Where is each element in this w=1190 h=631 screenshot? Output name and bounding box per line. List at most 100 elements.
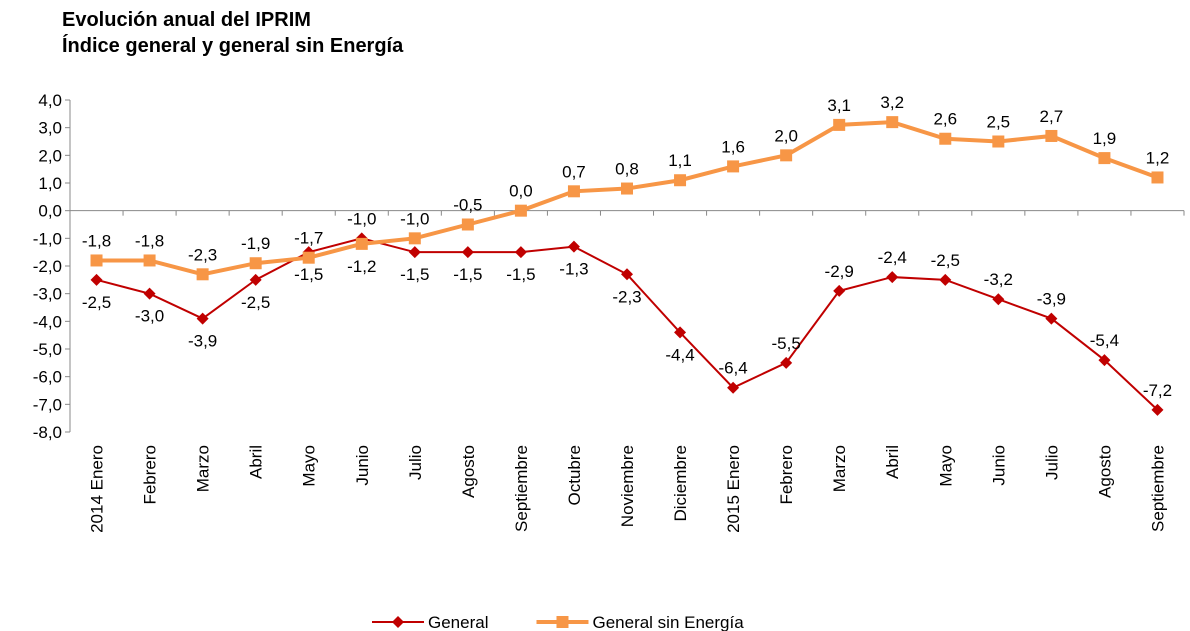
marker [833,118,846,131]
marker [143,254,156,267]
y-tick-label: -4,0 [33,312,62,331]
marker [408,246,421,259]
y-tick-label: -7,0 [33,395,62,414]
data-label: 2,6 [933,110,957,129]
data-label: 3,2 [880,93,904,112]
data-label: 0,8 [615,160,639,179]
data-label: 1,9 [1093,129,1117,148]
data-label: -2,9 [825,262,854,281]
marker [1045,129,1058,142]
x-tick-label: Abril [883,445,902,479]
data-label: -0,5 [453,196,482,215]
data-label: -1,5 [294,265,323,284]
marker [1151,403,1164,416]
data-label: 2,7 [1040,107,1064,126]
y-tick-label: 0,0 [38,202,62,221]
x-tick-label: Junio [353,445,372,486]
data-label: -1,0 [347,209,376,228]
data-label: -1,9 [241,234,270,253]
x-tick-label: Mayo [936,445,955,487]
x-tick-label: Junio [989,445,1008,486]
data-label: -1,2 [347,257,376,276]
y-tick-label: -8,0 [33,423,62,442]
marker [514,246,527,259]
marker [1098,152,1111,165]
data-label: 2,5 [987,113,1011,132]
y-tick-label: 1,0 [38,174,62,193]
data-label: 2,0 [774,126,798,145]
data-label: -1,3 [559,260,588,279]
marker [90,254,103,267]
x-tick-label: Septiembre [1148,445,1167,532]
x-tick-label: Diciembre [671,445,690,522]
marker [249,257,262,270]
data-label: 3,1 [827,96,851,115]
x-tick-label: Agosto [459,445,478,498]
data-label: -6,4 [718,359,747,378]
marker [674,174,687,187]
x-tick-label: Febrero [777,445,796,505]
marker [196,268,209,281]
data-label: -2,4 [878,248,907,267]
data-label: -4,4 [665,345,694,364]
x-tick-label: 2014 Enero [88,445,107,533]
data-label: 0,0 [509,182,533,201]
marker [674,326,687,339]
marker [567,185,580,198]
marker [408,232,421,245]
data-label: -1,5 [400,265,429,284]
chart-subtitle: Índice general y general sin Energía [62,34,404,57]
marker [727,160,740,173]
data-label: -1,0 [400,209,429,228]
marker [355,237,368,250]
y-tick-label: 3,0 [38,119,62,138]
data-label: -3,9 [188,332,217,351]
y-tick-label: -1,0 [33,229,62,248]
data-label: -2,5 [241,293,270,312]
marker [621,268,633,281]
marker [461,246,474,259]
marker [302,251,315,264]
x-tick-label: Octubre [565,445,584,505]
data-label: -2,5 [931,251,960,270]
data-label: 1,6 [721,137,745,156]
data-label: -1,8 [135,231,164,250]
chart-title: Evolución anual del IPRIM [62,9,311,31]
data-label: -3,2 [984,270,1013,289]
data-label: -2,3 [612,287,641,306]
x-tick-label: Julio [1042,445,1061,480]
marker [1151,171,1164,184]
x-tick-label: Marzo [830,445,849,492]
data-label: -1,5 [453,265,482,284]
marker [886,271,899,284]
x-tick-label: Abril [247,445,266,479]
data-label: -3,0 [135,307,164,326]
y-tick-label: 2,0 [38,146,62,165]
marker [992,293,1005,306]
marker [567,240,580,253]
marker [939,132,952,145]
data-label: -1,7 [294,229,323,248]
marker [992,135,1005,148]
data-label: -3,9 [1037,290,1066,309]
marker [461,218,474,231]
data-label: -2,3 [188,245,217,264]
data-label: -2,5 [82,293,111,312]
marker [833,284,846,297]
marker [249,273,262,286]
data-label: -1,5 [506,265,535,284]
data-label: 1,1 [668,151,692,170]
x-tick-label: Septiembre [512,445,531,532]
marker [886,116,899,129]
legend-label: General [428,613,488,631]
marker [939,273,952,286]
marker [780,356,793,369]
y-tick-label: -3,0 [33,285,62,304]
data-label: 1,2 [1146,148,1170,167]
x-tick-label: 2015 Enero [724,445,743,533]
data-label: -1,8 [82,231,111,250]
marker [621,182,633,195]
x-tick-label: Febrero [141,445,160,505]
y-tick-label: -5,0 [33,340,62,359]
legend-label: General sin Energía [592,613,744,631]
